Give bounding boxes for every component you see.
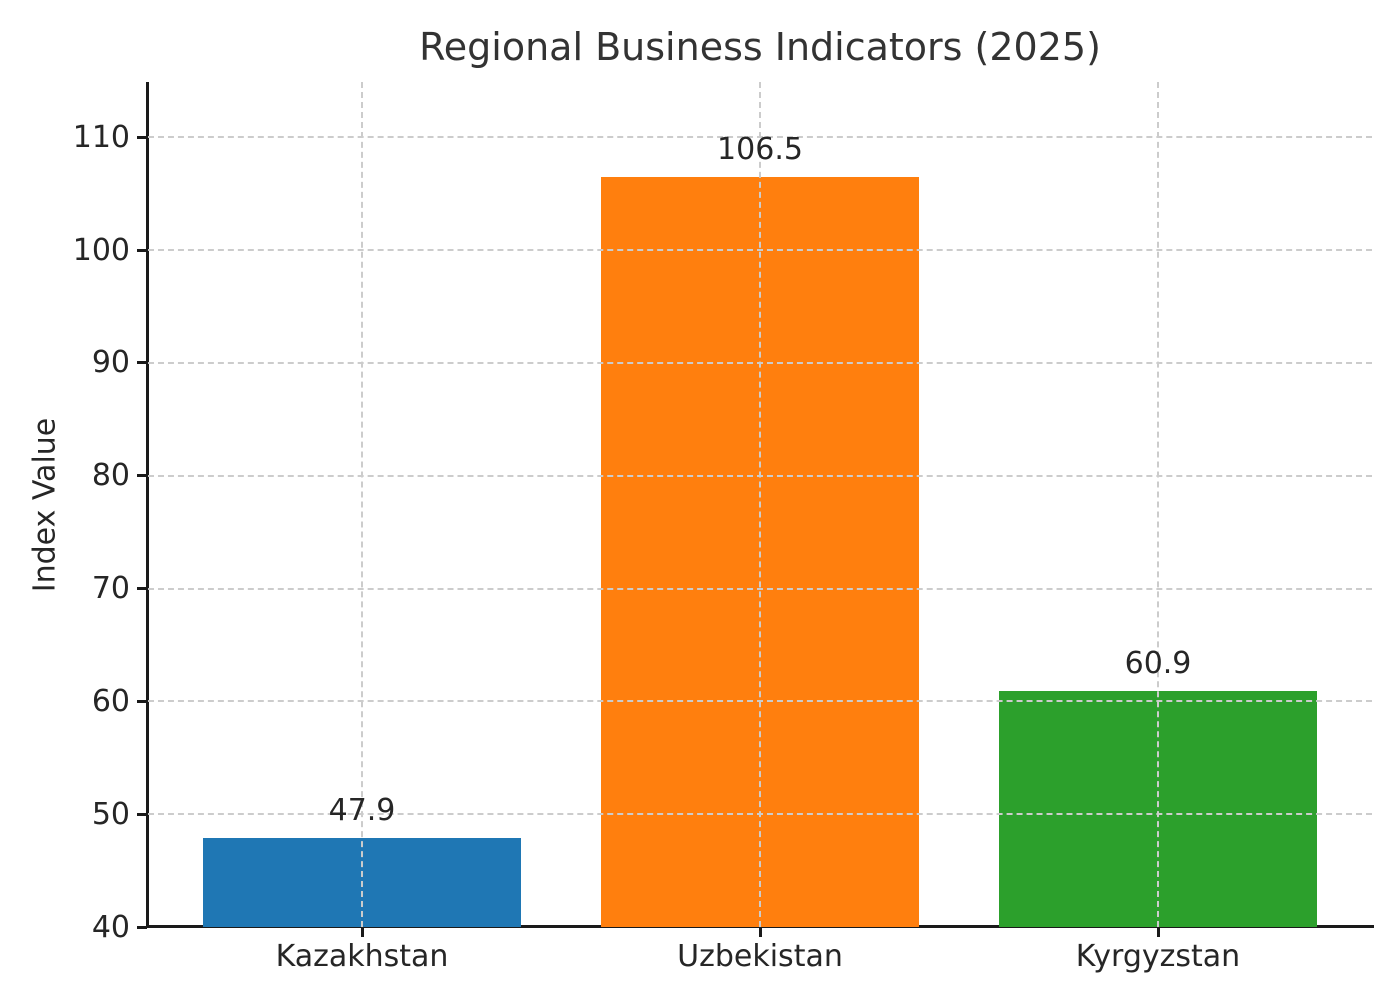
bar-value-label-uzbekistan: 106.5 (717, 131, 803, 167)
v-gridline-kyrgyzstan (1157, 82, 1159, 927)
y-tick-label-70: 70 (91, 571, 130, 607)
x-tick-label-kyrgyzstan: Kyrgyzstan (1075, 939, 1241, 974)
y-axis-label: Index Value (27, 417, 63, 593)
y-tick-label-80: 80 (91, 458, 130, 494)
bar-value-label-kazakhstan: 47.9 (328, 792, 396, 828)
y-tick-mark-90 (137, 361, 147, 365)
y-tick-mark-110 (137, 135, 147, 139)
v-gridline-uzbekistan (759, 82, 761, 927)
x-tick-label-uzbekistan: Uzbekistan (677, 939, 843, 974)
y-tick-label-100: 100 (72, 232, 130, 268)
chart-title: Regional Business Indicators (2025) (419, 25, 1101, 69)
y-tick-mark-100 (137, 248, 147, 252)
x-tick-label-kazakhstan: Kazakhstan (275, 939, 449, 974)
bar-value-label-kyrgyzstan: 60.9 (1124, 646, 1192, 682)
y-tick-label-50: 50 (91, 796, 130, 832)
x-tick-mark-uzbekistan (758, 927, 762, 937)
y-axis-spine (146, 82, 149, 928)
y-tick-mark-40 (137, 925, 147, 929)
y-tick-mark-60 (137, 699, 147, 703)
y-tick-label-90: 90 (91, 345, 130, 381)
x-tick-mark-kazakhstan (360, 927, 364, 937)
v-gridline-kazakhstan (361, 82, 363, 927)
y-tick-mark-50 (137, 812, 147, 816)
x-tick-mark-kyrgyzstan (1156, 927, 1160, 937)
y-tick-label-40: 40 (91, 909, 130, 945)
y-tick-mark-70 (137, 587, 147, 591)
y-tick-mark-80 (137, 474, 147, 478)
y-tick-label-110: 110 (72, 119, 130, 155)
y-tick-label-60: 60 (91, 683, 130, 719)
